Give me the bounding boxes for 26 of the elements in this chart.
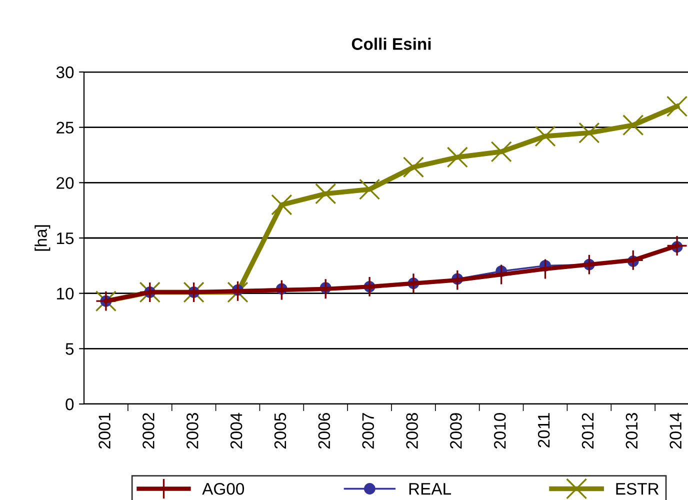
y-tick-label: 30 — [56, 66, 74, 78]
x-tick-label: 2014 — [670, 412, 682, 449]
legend-label: REAL — [409, 483, 452, 495]
y-axis-title: [ha] — [34, 225, 50, 251]
legend-label: ESTR — [616, 482, 659, 495]
x-tick-label: 2012 — [582, 413, 594, 449]
x-tick-label: 2005 — [274, 413, 286, 449]
x-tick-label: 2011 — [538, 413, 550, 448]
x-tick-label: 2003 — [186, 413, 198, 449]
y-tick-label: 10 — [57, 288, 74, 300]
legend-label: AG00 — [202, 482, 244, 495]
x-tick-label: 2009 — [450, 413, 462, 449]
x-tick-label: 2010 — [494, 412, 506, 449]
x-tick-label: 2013 — [626, 413, 638, 449]
x-tick-label: 2008 — [406, 413, 418, 449]
x-tick-label: 2006 — [318, 413, 330, 449]
x-tick-label: 2002 — [142, 413, 154, 449]
x-tick-label: 2004 — [230, 412, 242, 449]
y-tick-label: 0 — [66, 398, 74, 410]
chart-title: Colli Esini — [352, 38, 431, 50]
x-tick-label: 2001 — [98, 413, 110, 449]
x-tick-label: 2007 — [362, 413, 374, 449]
y-tick-label: 25 — [56, 122, 74, 134]
y-tick-label: 5 — [66, 343, 74, 355]
y-tick-label: 20 — [56, 177, 74, 189]
y-tick-label: 15 — [57, 232, 74, 244]
